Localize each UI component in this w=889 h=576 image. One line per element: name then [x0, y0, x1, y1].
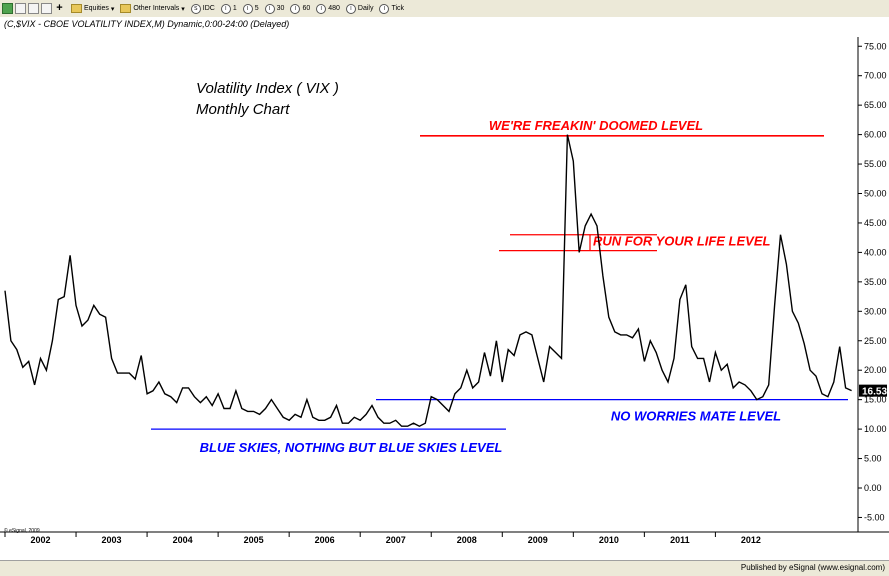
y-tick-label: 55.00 — [864, 159, 887, 169]
y-axis: 75.00 70.00 65.00 60.00 55.00 50.00 45.00 40.00… — [858, 41, 887, 522]
copyright-text: © eSignal, 2009 — [4, 527, 40, 534]
interval-icon: I — [290, 3, 301, 14]
page-icon[interactable] — [15, 3, 26, 14]
x-tick-label: 2012 — [741, 535, 761, 545]
interval-idc-button[interactable]: S IDC — [190, 2, 215, 15]
interval-30-button[interactable]: I 30 — [264, 2, 284, 15]
y-tick-label: 5.00 — [864, 454, 882, 464]
x-tick-label: 2007 — [386, 535, 406, 545]
chart-type-icon[interactable] — [2, 3, 13, 14]
x-tick-label: 2004 — [173, 535, 193, 545]
interval-icon: I — [242, 3, 253, 14]
vix-series-line — [4, 134, 852, 427]
x-tick-label: 2002 — [31, 535, 51, 545]
last-value-box — [859, 384, 887, 397]
x-tick-label: 2006 — [315, 535, 335, 545]
y-tick-label: 35.00 — [864, 277, 887, 287]
y-tick-label: 30.00 — [864, 306, 887, 316]
x-tick-label: 2009 — [528, 535, 548, 545]
chart-header: (C,$VIX - CBOE VOLATILITY INDEX,M) Dynam… — [4, 19, 289, 29]
y-tick-label: -5.00 — [864, 512, 885, 522]
add-icon[interactable]: + — [56, 2, 63, 14]
chart-subtitle: Monthly Chart — [196, 101, 290, 118]
folder-icon — [120, 4, 132, 13]
y-tick-label: 20.00 — [864, 365, 887, 375]
y-tick-label: 70.00 — [864, 71, 887, 81]
interval-tick-button[interactable]: I Tick — [379, 2, 404, 15]
y-tick-label: 0.00 — [864, 483, 882, 493]
interval-480-button[interactable]: I 480 — [316, 2, 340, 15]
run-level-label: RUN FOR YOUR LIFE LEVEL — [593, 234, 770, 249]
chart-title: Volatility Index ( VIX ) — [196, 80, 339, 97]
idc-icon: S — [190, 3, 201, 14]
equities-dropdown[interactable]: Equities ▾ — [71, 2, 114, 15]
y-tick-label: 15.00 — [864, 395, 887, 405]
y-tick-label: 65.00 — [864, 100, 887, 110]
interval-icon: I — [345, 3, 356, 14]
chart-area[interactable]: (C,$VIX - CBOE VOLATILITY INDEX,M) Dynam… — [0, 17, 889, 560]
interval-icon: I — [316, 3, 327, 14]
y-tick-label: 10.00 — [864, 424, 887, 434]
x-tick-label: 2008 — [457, 535, 477, 545]
y-tick-label: 45.00 — [864, 218, 887, 228]
properties-icon[interactable] — [41, 3, 52, 14]
no-worries-level-label: NO WORRIES MATE LEVEL — [611, 409, 781, 424]
copy-icon[interactable] — [28, 3, 39, 14]
interval-icon: I — [379, 3, 390, 14]
published-by-text: Published by eSignal (www.esignal.com) — [740, 563, 885, 572]
footer-bar: Published by eSignal (www.esignal.com) — [0, 560, 889, 576]
interval-60-button[interactable]: I 60 — [290, 2, 310, 15]
doomed-level-label: WE'RE FREAKIN' DOOMED LEVEL — [489, 118, 703, 133]
folder-icon — [71, 4, 82, 13]
x-axis: 2002 2003 2004 2005 2006 2007 2008 2009 2010 2011… — [4, 532, 761, 545]
y-tick-label: 60.00 — [864, 130, 887, 140]
x-tick-label: 2003 — [102, 535, 122, 545]
intervals-dropdown[interactable]: Other Intervals ▾ — [120, 2, 185, 15]
last-value-badge: 16.53 — [859, 384, 887, 398]
x-tick-label: 2011 — [670, 535, 690, 545]
x-tick-label: 2005 — [244, 535, 264, 545]
interval-daily-button[interactable]: I Daily — [345, 2, 373, 15]
interval-icon: I — [264, 3, 275, 14]
level-lines: WE'RE FREAKIN' DOOMED LEVEL RUN FOR YOUR … — [151, 118, 848, 455]
y-tick-label: 50.00 — [864, 189, 887, 199]
last-value-text: 16.53 — [862, 387, 887, 398]
x-tick-label: 2010 — [599, 535, 619, 545]
y-tick-label: 25.00 — [864, 336, 887, 346]
y-tick-label: 40.00 — [864, 247, 887, 257]
y-tick-label: 75.00 — [864, 41, 887, 51]
vix-chart: (C,$VIX - CBOE VOLATILITY INDEX,M) Dynam… — [0, 19, 889, 545]
blue-skies-level-label: BLUE SKIES, NOTHING BUT BLUE SKIES LEVEL — [200, 440, 503, 455]
interval-icon: I — [220, 3, 231, 14]
